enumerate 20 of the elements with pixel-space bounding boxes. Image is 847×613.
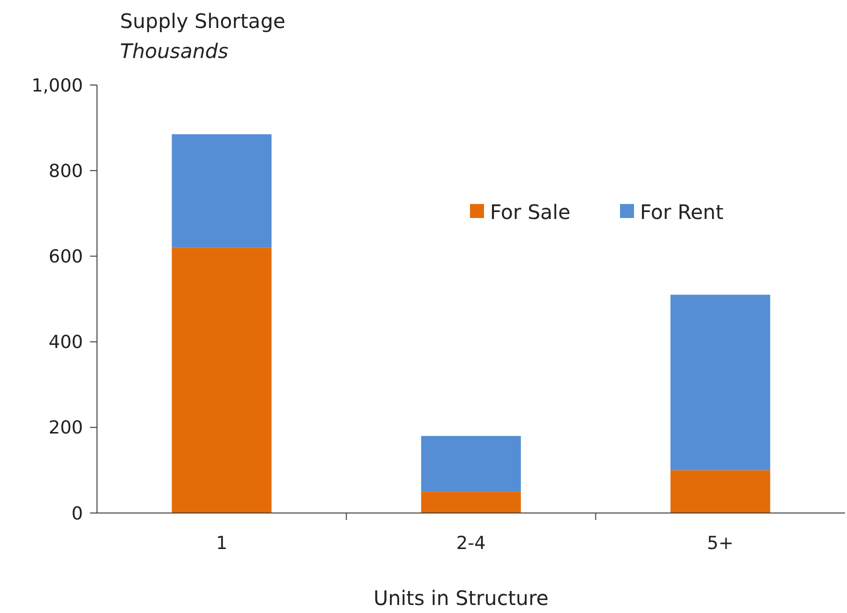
legend-label: For Rent: [640, 200, 724, 224]
bar: [172, 134, 272, 248]
x-tick-label: 5+: [707, 533, 734, 554]
y-tick-label: 0: [72, 503, 83, 524]
legend-label: For Sale: [490, 200, 570, 224]
chart-subtitle: Thousands: [120, 39, 228, 63]
y-tick-label: 800: [48, 160, 83, 182]
x-tick-label: 2-4: [456, 533, 486, 554]
x-tick-label: 1: [216, 533, 228, 554]
bar: [421, 492, 521, 513]
y-tick-label: 200: [48, 418, 83, 439]
chart-title: Supply Shortage: [120, 9, 286, 33]
bar: [670, 294, 770, 470]
bar: [670, 470, 770, 513]
x-axis-title: Units in Structure: [373, 586, 549, 610]
y-tick-label: 600: [48, 246, 83, 268]
y-tick-label: 400: [48, 332, 83, 354]
bar: [421, 436, 521, 492]
bar: [172, 248, 272, 513]
y-tick-label: 1,000: [31, 75, 83, 96]
